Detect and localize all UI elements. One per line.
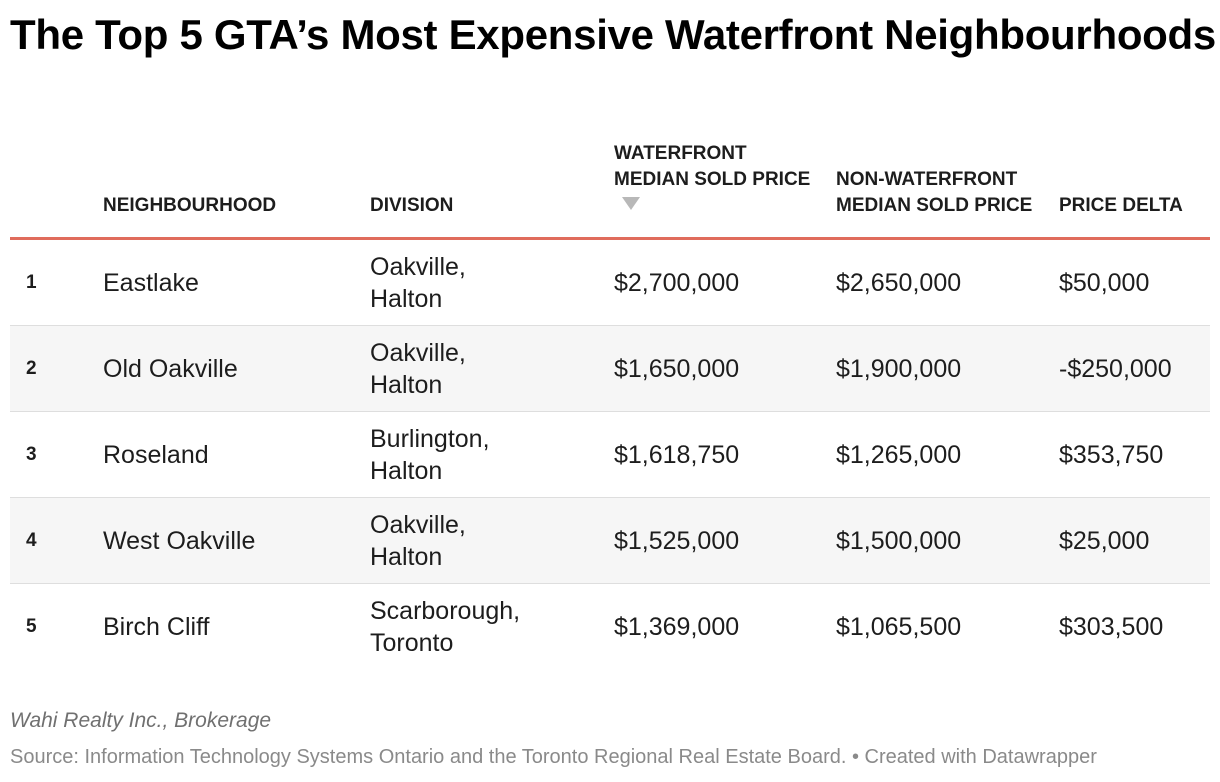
waterfront-price-cell: $1,525,000 (614, 526, 740, 555)
column-header-neighbourhood[interactable]: NEIGHBOURHOOD (103, 193, 276, 219)
division-region: Halton (370, 542, 443, 571)
price-delta-cell: $353,750 (1059, 440, 1164, 469)
division-cell: Oakville, Halton (370, 498, 590, 583)
sort-descending-icon[interactable] (622, 197, 640, 210)
column-header-nonwaterfront-label: NON-WATERFRONT MEDIAN SOLD PRICE (836, 169, 1033, 216)
column-header-waterfront-label: WATERFRONT MEDIAN SOLD PRICE (614, 143, 811, 190)
column-header-neighbourhood-label: NEIGHBOURHOOD (103, 195, 277, 216)
table-row: 1 Eastlake Oakville, Halton $2,700,000 $2… (10, 240, 1210, 326)
nonwaterfront-price-cell: $2,650,000 (836, 268, 962, 297)
chart-title: The Top 5 GTA’s Most Expensive Waterfron… (10, 11, 1216, 58)
column-header-price-delta-label: PRICE DELTA (1059, 195, 1183, 216)
table-header: NEIGHBOURHOOD DIVISION WATERFRONT MEDIAN… (10, 110, 1210, 240)
notes-text: Wahi Realty Inc., Brokerage (10, 709, 272, 732)
division-city: Scarborough, (370, 596, 521, 625)
division-cell: Oakville, Halton (370, 240, 590, 325)
waterfront-price-cell: $1,618,750 (614, 440, 740, 469)
nonwaterfront-price-cell: $1,065,500 (836, 612, 962, 641)
nonwaterfront-price-cell: $1,500,000 (836, 526, 962, 555)
table-row: 3 Roseland Burlington, Halton $1,618,750 … (10, 412, 1210, 498)
column-header-division[interactable]: DIVISION (370, 193, 590, 219)
table-row: 4 West Oakville Oakville, Halton $1,525,0… (10, 498, 1210, 584)
waterfront-price-cell: $1,369,000 (614, 612, 740, 641)
division-cell: Burlington, Halton (370, 412, 590, 497)
division-region: Halton (370, 284, 443, 313)
column-header-division-label: DIVISION (370, 195, 454, 216)
division-cell: Oakville, Halton (370, 326, 590, 411)
neighbourhood-cell: Roseland (103, 440, 209, 469)
rank-cell: 3 (26, 443, 37, 465)
column-header-waterfront[interactable]: WATERFRONT MEDIAN SOLD PRICE (614, 141, 814, 219)
price-delta-cell: $303,500 (1059, 612, 1164, 641)
division-region: Halton (370, 456, 443, 485)
division-region: Toronto (370, 628, 454, 657)
source-footer: Source: Information Technology Systems O… (10, 746, 1097, 768)
division-city: Burlington, (370, 424, 490, 453)
price-delta-cell: -$250,000 (1059, 354, 1172, 383)
division-city: Oakville, (370, 338, 466, 367)
rank-cell: 5 (26, 615, 37, 637)
nonwaterfront-price-cell: $1,900,000 (836, 354, 962, 383)
neighbourhood-cell: Old Oakville (103, 354, 238, 383)
price-delta-cell: $25,000 (1059, 526, 1150, 555)
price-delta-cell: $50,000 (1059, 268, 1150, 297)
neighbourhood-cell: Eastlake (103, 268, 199, 297)
neighbourhood-cell: West Oakville (103, 526, 256, 555)
nonwaterfront-price-cell: $1,265,000 (836, 440, 962, 469)
rank-cell: 4 (26, 529, 37, 551)
data-table: NEIGHBOURHOOD DIVISION WATERFRONT MEDIAN… (10, 110, 1210, 669)
division-cell: Scarborough, Toronto (370, 584, 590, 669)
division-city: Oakville, (370, 252, 466, 281)
rank-cell: 2 (26, 357, 37, 379)
neighbourhood-cell: Birch Cliff (103, 612, 210, 641)
division-city: Oakville, (370, 510, 466, 539)
waterfront-price-cell: $1,650,000 (614, 354, 740, 383)
table-row: 2 Old Oakville Oakville, Halton $1,650,00… (10, 326, 1210, 412)
column-header-price-delta[interactable]: PRICE DELTA (1059, 193, 1183, 219)
waterfront-price-cell: $2,700,000 (614, 268, 740, 297)
table-row: 5 Birch Cliff Scarborough, Toronto $1,369… (10, 584, 1210, 669)
rank-cell: 1 (26, 271, 37, 293)
column-header-nonwaterfront[interactable]: NON-WATERFRONT MEDIAN SOLD PRICE (836, 167, 1036, 219)
division-region: Halton (370, 370, 443, 399)
